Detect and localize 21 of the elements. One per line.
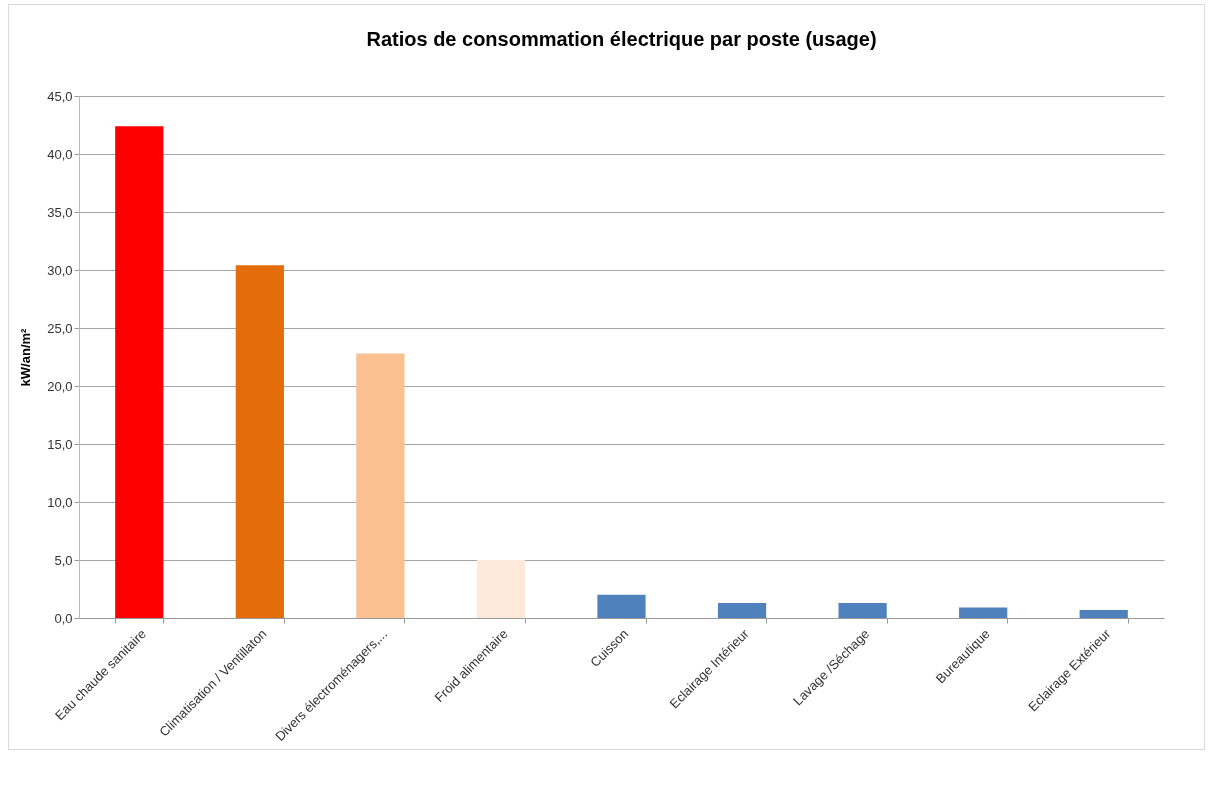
y-tick-label: 5,0 [54, 552, 73, 568]
bar [476, 560, 526, 618]
y-tick-label: 25,0 [47, 320, 73, 336]
y-tick-label: 10,0 [47, 494, 73, 510]
y-axis-title: kW/an/m² [18, 327, 34, 387]
y-tick-label: 30,0 [47, 262, 73, 278]
bar [597, 594, 646, 618]
bar [959, 607, 1008, 618]
y-tick-label: 40,0 [47, 146, 73, 162]
y-tick-label: 15,0 [47, 436, 73, 452]
y-tick-label: 45,0 [47, 88, 73, 104]
y-tick-label: 20,0 [47, 378, 73, 394]
bar [1079, 609, 1128, 618]
bar [356, 353, 405, 618]
bar [115, 126, 164, 618]
y-tick-label: 35,0 [47, 204, 73, 220]
y-tick-label: 0,0 [54, 610, 73, 626]
bar [838, 602, 887, 618]
chart-title: Ratios de consommation électrique par poste (usage) [366, 28, 877, 50]
bar [235, 265, 284, 618]
bar [717, 602, 767, 618]
